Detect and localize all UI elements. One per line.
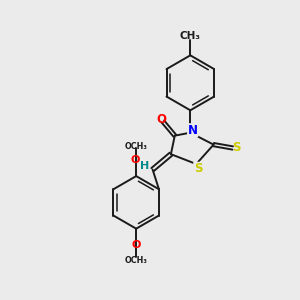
Text: H: H: [140, 161, 149, 171]
Text: S: S: [232, 142, 241, 154]
Text: OCH₃: OCH₃: [125, 256, 148, 265]
Text: N: N: [188, 124, 198, 137]
Text: OCH₃: OCH₃: [125, 142, 148, 151]
Text: O: O: [156, 112, 167, 126]
Text: S: S: [194, 162, 202, 175]
Text: CH₃: CH₃: [180, 31, 201, 41]
Text: O: O: [131, 240, 141, 250]
Text: O: O: [130, 155, 140, 165]
